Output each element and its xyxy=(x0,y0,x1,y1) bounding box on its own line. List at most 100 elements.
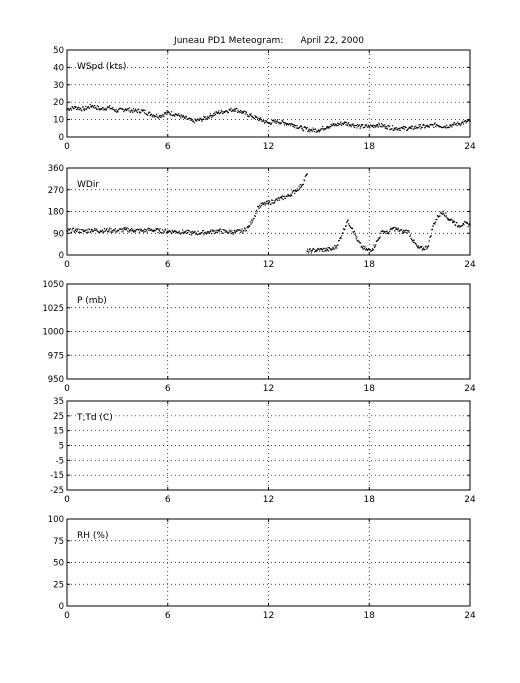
data-sample xyxy=(420,126,423,128)
data-sample xyxy=(457,123,459,125)
data-sample xyxy=(147,228,149,230)
data-sample xyxy=(406,129,408,131)
data-sample xyxy=(336,247,338,249)
data-sample xyxy=(93,107,95,109)
data-sample xyxy=(201,120,203,122)
y-tick-label: -5 xyxy=(56,456,64,466)
data-sample xyxy=(400,127,402,129)
data-sample xyxy=(404,229,406,231)
data-sample xyxy=(222,112,224,115)
x-tick-label: 12 xyxy=(263,142,274,152)
data-sample xyxy=(377,238,379,240)
panel-label: T,Td (C) xyxy=(76,413,113,423)
data-sample xyxy=(207,230,209,233)
data-point xyxy=(125,108,127,110)
data-sample xyxy=(313,129,315,131)
data-sample xyxy=(318,131,321,133)
data-sample xyxy=(98,231,100,233)
data-sample xyxy=(310,128,312,131)
data-sample xyxy=(202,119,204,121)
data-sample xyxy=(465,221,467,223)
data-sample xyxy=(183,116,185,118)
data-sample xyxy=(152,230,155,233)
data-sample xyxy=(202,229,204,232)
data-point xyxy=(276,120,278,123)
data-sample xyxy=(134,110,136,112)
y-tick-label: -25 xyxy=(50,486,64,496)
data-sample xyxy=(235,108,237,110)
data-sample xyxy=(279,196,281,199)
data-sample xyxy=(211,114,213,117)
data-sample xyxy=(256,211,258,213)
data-sample xyxy=(223,110,225,113)
data-sample xyxy=(119,107,121,109)
data-point xyxy=(141,110,144,112)
data-sample xyxy=(462,224,464,226)
data-sample xyxy=(410,237,412,240)
x-tick-label: 18 xyxy=(364,384,376,394)
data-sample xyxy=(198,119,200,121)
data-sample xyxy=(179,115,181,117)
data-sample xyxy=(270,199,273,201)
data-point xyxy=(376,239,379,242)
data-sample xyxy=(422,123,425,126)
data-sample xyxy=(324,128,326,130)
data-sample xyxy=(74,105,76,107)
data-sample xyxy=(130,109,133,111)
data-sample xyxy=(458,224,460,226)
data-sample xyxy=(218,113,221,115)
data-sample xyxy=(231,110,233,113)
data-sample xyxy=(295,125,297,127)
data-sample xyxy=(391,128,393,130)
data-sample xyxy=(119,228,121,230)
data-sample xyxy=(412,128,414,130)
data-sample xyxy=(307,252,309,254)
data-sample xyxy=(256,118,259,121)
data-sample xyxy=(396,129,398,131)
data-sample xyxy=(326,126,328,129)
data-sample xyxy=(92,230,95,232)
data-sample xyxy=(318,248,320,251)
data-sample xyxy=(381,126,383,128)
data-sample xyxy=(280,197,282,199)
data-sample xyxy=(195,119,197,121)
data-sample xyxy=(323,247,325,250)
data-sample xyxy=(213,230,215,232)
data-sample xyxy=(346,221,348,224)
data-sample xyxy=(203,115,205,117)
data-sample xyxy=(242,111,244,113)
data-sample xyxy=(144,109,146,112)
data-sample xyxy=(429,236,431,238)
data-sample xyxy=(196,120,198,122)
data-sample xyxy=(347,123,349,125)
data-sample xyxy=(277,197,279,199)
data-sample xyxy=(413,239,415,241)
data-sample xyxy=(228,108,230,110)
data-sample xyxy=(135,109,137,112)
data-sample xyxy=(400,229,402,231)
data-sample xyxy=(357,124,359,126)
data-sample xyxy=(415,127,417,129)
data-sample xyxy=(103,108,106,111)
data-sample xyxy=(85,105,87,107)
y-tick-label: 25 xyxy=(53,580,64,590)
data-sample xyxy=(453,122,455,124)
data-sample xyxy=(429,124,431,126)
data-sample xyxy=(468,119,470,121)
data-sample xyxy=(185,232,188,234)
data-sample xyxy=(205,232,207,235)
data-sample xyxy=(358,124,360,126)
data-sample xyxy=(77,108,79,110)
data-sample xyxy=(107,106,109,108)
data-sample xyxy=(230,232,232,235)
data-sample xyxy=(245,112,248,114)
data-sample xyxy=(84,108,86,110)
data-point xyxy=(418,125,421,128)
data-sample xyxy=(163,231,166,233)
data-sample xyxy=(353,126,355,128)
data-sample xyxy=(358,240,360,242)
data-sample xyxy=(302,130,304,132)
data-sample xyxy=(187,117,190,120)
data-sample xyxy=(195,232,197,234)
series-1 xyxy=(66,173,308,236)
